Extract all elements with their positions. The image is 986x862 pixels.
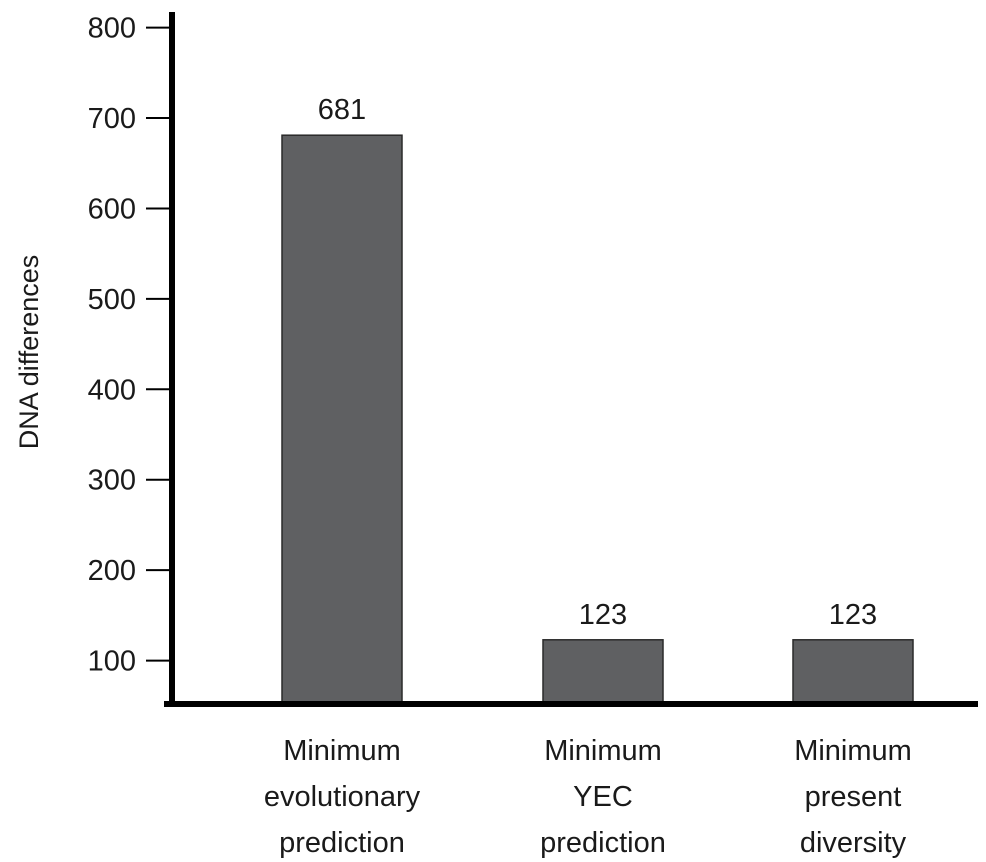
y-tick-label: 400	[88, 374, 136, 406]
x-category-label: Minimum evolutionary prediction	[264, 735, 421, 859]
data-label: 123	[579, 599, 627, 631]
bar	[542, 639, 664, 705]
y-tick-label: 700	[88, 103, 136, 135]
data-label: 123	[829, 599, 877, 631]
y-axis-title: DNA differences	[14, 255, 44, 450]
value-labels: 681 123 123	[318, 94, 877, 631]
y-tick-label: 500	[88, 284, 136, 316]
bar	[281, 134, 403, 705]
x-category-label: Minimum YEC prediction	[540, 735, 666, 859]
y-tick-label: 600	[88, 193, 136, 225]
y-axis-ticks: 100 200 300 400 500 600 700 800	[88, 13, 172, 678]
x-category-label: Minimum present diversity	[794, 735, 912, 859]
y-tick-label: 800	[88, 13, 136, 45]
y-tick-label: 100	[88, 646, 136, 678]
data-label: 681	[318, 94, 366, 126]
y-tick-label: 300	[88, 465, 136, 497]
bars	[281, 134, 914, 705]
bar	[792, 639, 914, 705]
category-labels: Minimum evolutionary prediction Minimum YEC p…	[264, 735, 912, 859]
y-tick-label: 200	[88, 555, 136, 587]
